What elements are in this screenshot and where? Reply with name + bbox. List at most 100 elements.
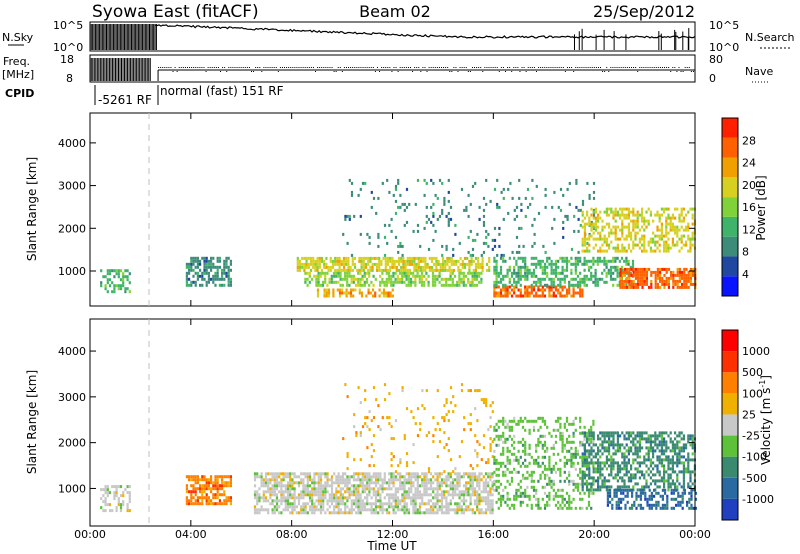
echo-cell <box>390 487 393 491</box>
echo-cell <box>473 487 477 491</box>
echo-cell <box>304 277 307 281</box>
echo-cell <box>499 277 503 281</box>
echo-cell <box>416 271 419 275</box>
nave-dot <box>401 67 403 68</box>
echo-cell <box>590 220 593 224</box>
echo-cell <box>521 476 525 480</box>
echo-cell <box>462 271 465 275</box>
echo-cell <box>307 262 310 266</box>
echo-cell <box>407 508 411 512</box>
echo-cell <box>372 283 375 287</box>
echo-cell <box>379 487 382 491</box>
echo-cell <box>397 250 400 254</box>
echo-cell <box>307 265 310 269</box>
echo-cell <box>359 280 362 284</box>
echo-cell <box>581 485 584 489</box>
echo-cell <box>588 243 591 247</box>
echo-cell <box>368 241 371 245</box>
echo-cell <box>510 452 514 456</box>
echo-cell <box>429 511 433 515</box>
echo-cell <box>554 262 558 266</box>
echo-cell <box>568 503 571 507</box>
echo-cell <box>521 294 525 298</box>
nave-dot <box>546 67 548 68</box>
echo-cell <box>304 511 307 515</box>
echo-cell <box>328 277 331 281</box>
echo-cell <box>316 259 319 263</box>
echo-cell <box>487 502 490 506</box>
echo-cell <box>119 278 123 282</box>
echo-cell <box>436 478 439 482</box>
echo-cell <box>612 437 615 441</box>
echo-cell <box>489 425 492 429</box>
echo-cell <box>463 262 467 266</box>
nave-dot <box>476 67 478 68</box>
echo-cell <box>689 246 692 250</box>
echo-cell <box>304 487 307 491</box>
echo-cell <box>399 244 402 248</box>
echo-cell <box>612 431 615 435</box>
echo-cell <box>585 277 588 281</box>
echo-cell <box>229 277 232 281</box>
echo-cell <box>416 223 420 227</box>
echo-cell <box>484 490 488 494</box>
echo-cell <box>636 449 639 453</box>
echo-cell <box>295 481 298 485</box>
echo-cell <box>362 268 365 272</box>
echo-cell <box>405 452 409 456</box>
echo-cell <box>403 208 406 212</box>
echo-cell <box>405 502 408 506</box>
echo-cell <box>205 262 208 266</box>
echo-cell <box>692 273 695 277</box>
echo-cell <box>620 277 624 281</box>
echo-cell <box>280 490 283 494</box>
echo-cell <box>687 285 690 289</box>
echo-cell <box>579 440 582 444</box>
echo-cell <box>627 246 630 250</box>
echo-cell <box>405 490 408 494</box>
echo-cell <box>366 416 369 420</box>
echo-cell <box>658 461 661 465</box>
echo-cell <box>623 437 626 441</box>
echo-cell <box>425 475 428 479</box>
echo-cell <box>597 225 600 229</box>
echo-cell <box>326 283 329 287</box>
echo-cell <box>449 499 452 503</box>
echo-cell <box>470 262 473 266</box>
echo-cell <box>515 494 518 498</box>
echo-cell <box>446 259 449 263</box>
echo-cell <box>608 443 611 447</box>
echo-cell <box>543 265 547 269</box>
echo-cell <box>616 470 619 474</box>
echo-cell <box>403 223 406 227</box>
echo-cell <box>526 271 529 275</box>
echo-cell <box>524 440 527 444</box>
echo-cell <box>262 484 265 488</box>
echo-cell <box>405 481 408 485</box>
echo-cell <box>639 276 642 280</box>
echo-cell <box>674 225 677 229</box>
echo-cell <box>308 475 312 479</box>
echo-cell <box>423 478 426 482</box>
echo-cell <box>111 509 114 513</box>
echo-cell <box>588 470 591 474</box>
echo-cell <box>458 481 461 485</box>
echo-cell <box>663 267 666 271</box>
echo-cell <box>581 202 585 206</box>
echo-cell <box>616 271 619 275</box>
echo-cell <box>665 440 668 444</box>
echo-cell <box>267 481 270 485</box>
echo-cell <box>205 265 208 269</box>
echo-cell <box>185 502 188 506</box>
echo-cell <box>641 213 644 217</box>
echo-cell <box>297 499 301 503</box>
echo-cell <box>458 277 461 281</box>
echo-cell <box>119 503 123 507</box>
echo-cell <box>553 190 556 194</box>
echo-cell <box>565 268 569 272</box>
echo-cell <box>416 487 419 491</box>
echo-cell <box>212 484 215 488</box>
echo-cell <box>614 449 617 453</box>
echo-cell <box>663 282 666 286</box>
echo-cell <box>423 178 426 182</box>
